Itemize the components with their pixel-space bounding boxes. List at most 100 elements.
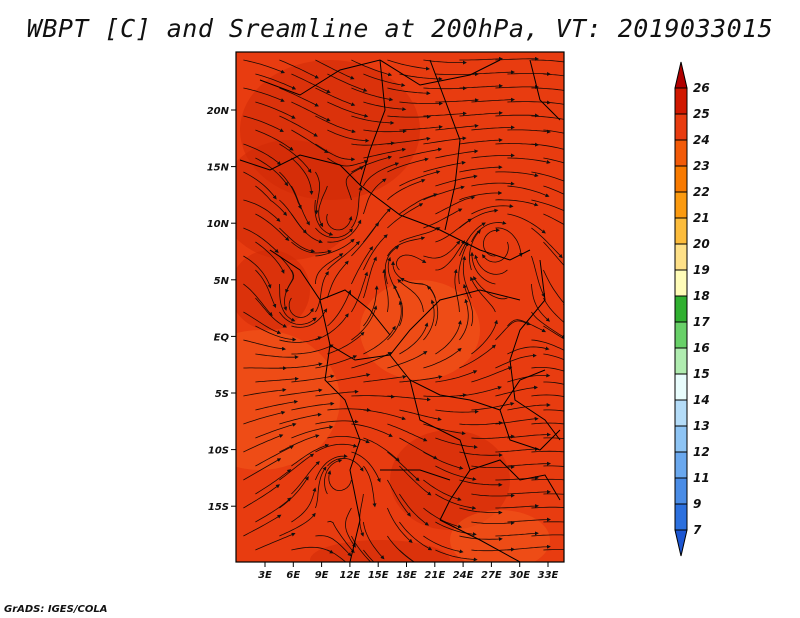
- streamline-177: [463, 283, 474, 327]
- streamline-176: [426, 285, 439, 327]
- streamline-161: [543, 297, 564, 323]
- streamline-58: [387, 136, 431, 145]
- streamline-256: [387, 451, 420, 482]
- border-line-8: [409, 379, 471, 521]
- streamline-316: [291, 546, 334, 554]
- streamline-172: [291, 308, 328, 328]
- streamline-101: [326, 213, 353, 231]
- lat-label-5S: 5S: [215, 389, 229, 400]
- colorbar-label-7: 7: [693, 523, 702, 537]
- streamline-51: [471, 125, 515, 131]
- streamline-264: [363, 465, 377, 508]
- colorbar-segment-12: [674, 373, 688, 401]
- colorbar-label-12: 12: [693, 445, 710, 459]
- streamline-283: [399, 493, 430, 526]
- streamline-287: [543, 493, 564, 495]
- streamline-27: [255, 101, 296, 119]
- streamline-225: [255, 399, 299, 411]
- streamline-244: [291, 425, 334, 439]
- streamline-150: [458, 241, 469, 285]
- streamline-128: [315, 238, 355, 257]
- streamline-131: [423, 240, 461, 259]
- streamline-164: [315, 271, 329, 313]
- streamline-145: [279, 283, 296, 322]
- streamline-195: [471, 319, 498, 355]
- streamline-301: [399, 521, 433, 551]
- streamline-90: [243, 199, 281, 222]
- streamline-165: [351, 271, 368, 313]
- streamline-82: [291, 185, 310, 226]
- streamline-31: [399, 101, 443, 106]
- streamline-73: [279, 171, 302, 210]
- streamline-88: [507, 185, 550, 198]
- streamline-99: [255, 213, 290, 241]
- streamline-258: [459, 451, 503, 458]
- streamline-196: [507, 346, 550, 355]
- streamline-124: [481, 241, 509, 263]
- streamline-218: [315, 389, 359, 397]
- field-patch: [450, 510, 550, 562]
- streamline-259: [495, 447, 539, 453]
- streamline-279: [255, 469, 292, 495]
- streamline-147: [351, 246, 373, 285]
- lat-label-15S: 15S: [208, 502, 229, 513]
- field-patch: [236, 250, 310, 330]
- streamline-181: [279, 336, 322, 343]
- streamline-144: [243, 283, 273, 317]
- streamline-126: [243, 255, 272, 289]
- lon-label-33E: 33E: [538, 570, 559, 581]
- streamline-46: [291, 129, 329, 154]
- streamline-12: [363, 73, 406, 87]
- streamline-286: [507, 489, 551, 495]
- streamline-254: [315, 443, 358, 453]
- lat-label-5N: 5N: [214, 276, 230, 287]
- streamline-116: [531, 227, 563, 259]
- streamline-297: [255, 497, 292, 523]
- streamline-87: [471, 181, 515, 187]
- colorbar-label-13: 13: [693, 419, 710, 433]
- streamline-178: [507, 319, 547, 333]
- streamline-65: [327, 157, 369, 167]
- streamline-222: [459, 386, 502, 397]
- streamline-106: [507, 213, 546, 234]
- streamline-52: [507, 129, 551, 134]
- streamline-263: [327, 457, 364, 472]
- streamline-23: [423, 86, 467, 91]
- colorbar-label-15: 15: [693, 367, 710, 381]
- streamline-288: [243, 484, 280, 509]
- streamline-192: [363, 325, 396, 355]
- streamline-183: [351, 305, 378, 341]
- streamline-17: [543, 73, 564, 77]
- streamline-203: [423, 347, 462, 369]
- streamline-56: [315, 143, 356, 162]
- streamline-185: [423, 299, 435, 341]
- border-line-2: [429, 59, 461, 231]
- lon-label-27E: 27E: [481, 570, 502, 581]
- streamline-42: [459, 111, 503, 117]
- lat-label-15N: 15N: [207, 163, 230, 174]
- streamline-35: [543, 101, 564, 105]
- streamline-257: [423, 451, 464, 470]
- streamline-307: [279, 512, 316, 537]
- streamline-1: [279, 59, 319, 79]
- streamline-159: [462, 255, 472, 299]
- streamline-220: [387, 395, 431, 402]
- streamline-122: [435, 218, 472, 243]
- streamline-26: [531, 87, 564, 91]
- lon-label-3E: 3E: [258, 570, 272, 581]
- colorbar-label-20: 20: [693, 237, 710, 251]
- streamline-175: [393, 284, 404, 327]
- streamline-276: [459, 479, 503, 487]
- streamline-293: [423, 507, 463, 529]
- streamline-215: [543, 381, 564, 385]
- streamline-271: [279, 453, 315, 481]
- lon-label-6E: 6E: [286, 570, 300, 581]
- streamline-148: [384, 245, 400, 285]
- streamline-168: [453, 268, 460, 313]
- streamline-305: [543, 521, 564, 523]
- colorbar-segment-10: [674, 321, 688, 349]
- border-line-1: [359, 59, 531, 261]
- streamline-105: [471, 204, 514, 215]
- streamlines: [243, 56, 564, 562]
